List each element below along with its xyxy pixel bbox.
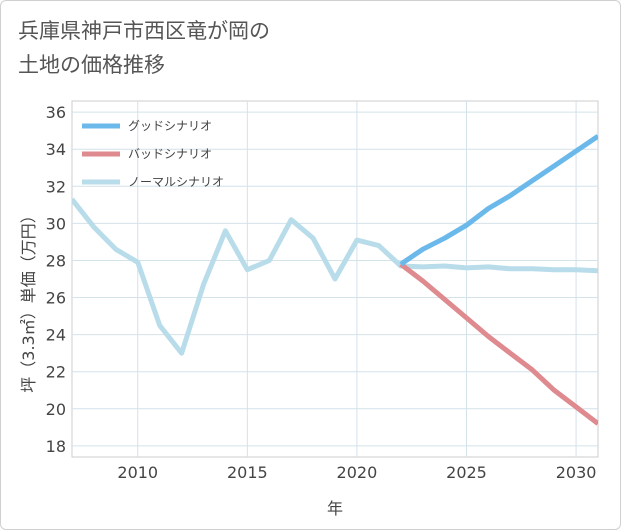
series-lines <box>72 134 598 426</box>
y-tick-label: 18 <box>46 437 66 456</box>
y-tick-label: 20 <box>46 400 66 419</box>
x-tick-label: 2030 <box>556 463 597 482</box>
y-tick-label: 34 <box>46 140 66 159</box>
y-axis-label: 坪（3.3㎡）単価（万円） <box>19 207 38 392</box>
grid <box>72 101 598 457</box>
series-line-normal <box>72 197 598 356</box>
x-axis-label: 年 <box>327 499 343 518</box>
legend-label: グッドシナリオ <box>128 119 212 133</box>
series-line-bad <box>399 262 598 426</box>
legend-label: ノーマルシナリオ <box>128 175 224 189</box>
y-tick-label: 36 <box>46 103 66 122</box>
x-tick-label: 2010 <box>117 463 158 482</box>
title-line-2: 土地の価格推移 <box>18 53 165 77</box>
x-tick-label: 2020 <box>337 463 378 482</box>
series-line-good <box>399 134 598 267</box>
x-tick-label: 2015 <box>227 463 268 482</box>
title-line-1: 兵庫県神戸市西区竜が岡の <box>18 19 270 43</box>
legend-label: バッドシナリオ <box>128 147 212 161</box>
y-tick-label: 26 <box>46 289 66 308</box>
y-tick-label: 28 <box>46 251 66 270</box>
y-tick-label: 32 <box>46 177 66 196</box>
axis-ticks: 18 20 22 24 26 28 30 32 34 36 2010 2015 2020 2025 2030 <box>46 103 597 482</box>
x-tick-label: 2025 <box>446 463 487 482</box>
y-tick-label: 22 <box>46 363 66 382</box>
page-title: 兵庫県神戸市西区竜が岡の 土地の価格推移 <box>18 14 270 82</box>
y-tick-label: 30 <box>46 214 66 233</box>
y-tick-label: 24 <box>46 326 66 345</box>
